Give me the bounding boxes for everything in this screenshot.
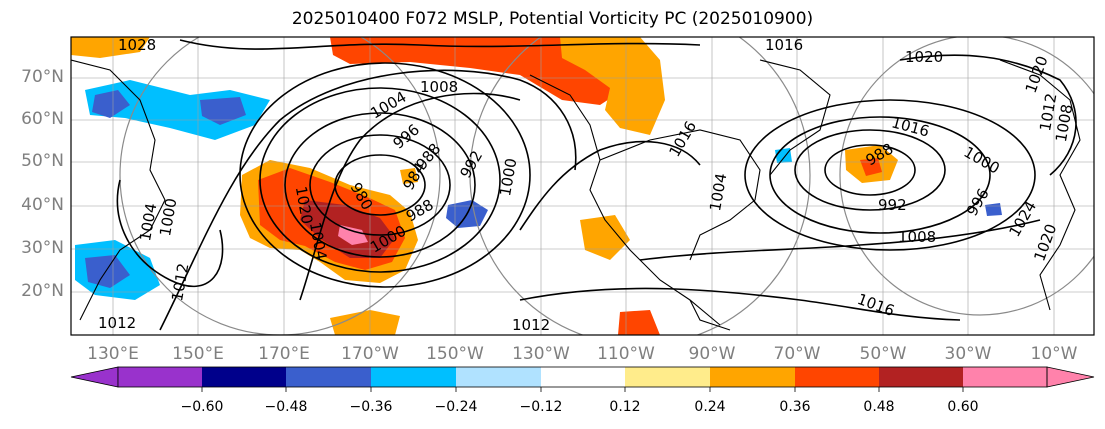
colorbar-bin (286, 367, 371, 387)
colorbar-tick-label: −0.60 (180, 399, 224, 415)
colorbar-bin (795, 367, 879, 387)
pv-anomaly-small-3 (985, 203, 1002, 216)
lon-label: 50°W (859, 344, 907, 364)
isobar-label: 1012 (98, 314, 136, 332)
isobar-label: 1008 (420, 78, 458, 96)
colorbar-bin (456, 367, 541, 387)
pv-anomaly-small-1 (400, 168, 418, 184)
lon-label: 170°W (341, 344, 399, 364)
isobars (116, 39, 1077, 331)
colorbar-bin (710, 367, 795, 387)
lat-label: 50°N (21, 151, 64, 171)
pv-anomaly-northwest (71, 37, 150, 58)
pv-anomaly-west-pacific-core (92, 90, 130, 118)
pv-anomaly-tropical (330, 310, 400, 335)
isobar-label: 1028 (118, 36, 156, 54)
colorbar-bin (541, 367, 625, 387)
lon-label: 130°E (87, 344, 139, 364)
lat-label: 40°N (21, 195, 64, 215)
colorbar-bin (879, 367, 963, 387)
colorbar-tick-label: −0.24 (434, 399, 478, 415)
colorbar (70, 366, 1095, 392)
colorbar-tick-label: 0.12 (609, 399, 641, 415)
lon-label: 150°E (172, 344, 224, 364)
colorbar-bin (118, 367, 202, 387)
colorbar-tick-label: −0.12 (519, 399, 563, 415)
lon-label: 90°W (688, 344, 736, 364)
lat-label: 60°N (21, 109, 64, 129)
colorbar-tick-label: −0.36 (349, 399, 393, 415)
lat-label: 70°N (21, 67, 64, 87)
colorbar-extend-left (70, 366, 119, 388)
pv-anomaly-tropical-2 (618, 310, 660, 335)
graticule (71, 37, 1094, 335)
colorbar-bin (963, 367, 1047, 387)
map-title: 2025010400 F072 MSLP, Potential Vorticit… (291, 9, 814, 29)
colorbar-tick-label: 0.60 (947, 399, 979, 415)
isobar-label: 992 (878, 196, 907, 214)
colorbar-tick-label: 0.36 (779, 399, 811, 415)
colorbar-bin (625, 367, 710, 387)
lon-label: 70°W (773, 344, 821, 364)
range-circles (119, 37, 1094, 335)
pv-anomaly-atlantic-core (860, 158, 882, 176)
colorbar-bin (202, 367, 286, 387)
lon-label: 110°W (597, 344, 655, 364)
lon-label: 10°W (1030, 344, 1078, 364)
pv-anomaly-west-pacific (85, 80, 270, 140)
pv-anomaly-north-pacific-rim (560, 37, 665, 135)
colorbar-tick-label: 0.48 (863, 399, 895, 415)
lon-label: 30°W (944, 344, 992, 364)
isobar-label: 1008 (898, 228, 936, 246)
pv-anomaly-west-pacific-core2 (200, 97, 246, 125)
map-frame (70, 36, 1095, 336)
lon-label: 150°W (426, 344, 484, 364)
pv-anomaly-subtropics-core (85, 255, 130, 288)
colorbar-tick-label: 0.24 (694, 399, 726, 415)
colorbar-extend-right (1046, 366, 1095, 388)
lon-label: 170°E (258, 344, 310, 364)
pv-anomaly-north-pacific (330, 37, 620, 105)
coastlines (71, 59, 1081, 331)
lat-label: 20°N (21, 281, 64, 301)
isobar-label: 1012 (512, 316, 550, 334)
colorbar-tick-label: −0.48 (264, 399, 308, 415)
lat-label: 30°N (21, 238, 64, 258)
pv-anomaly-dateline-peak (338, 225, 368, 245)
isobar-label: 1016 (765, 36, 803, 54)
isobar-label: 1020 (905, 48, 943, 66)
lon-label: 130°W (512, 344, 570, 364)
colorbar-bin (371, 367, 456, 387)
